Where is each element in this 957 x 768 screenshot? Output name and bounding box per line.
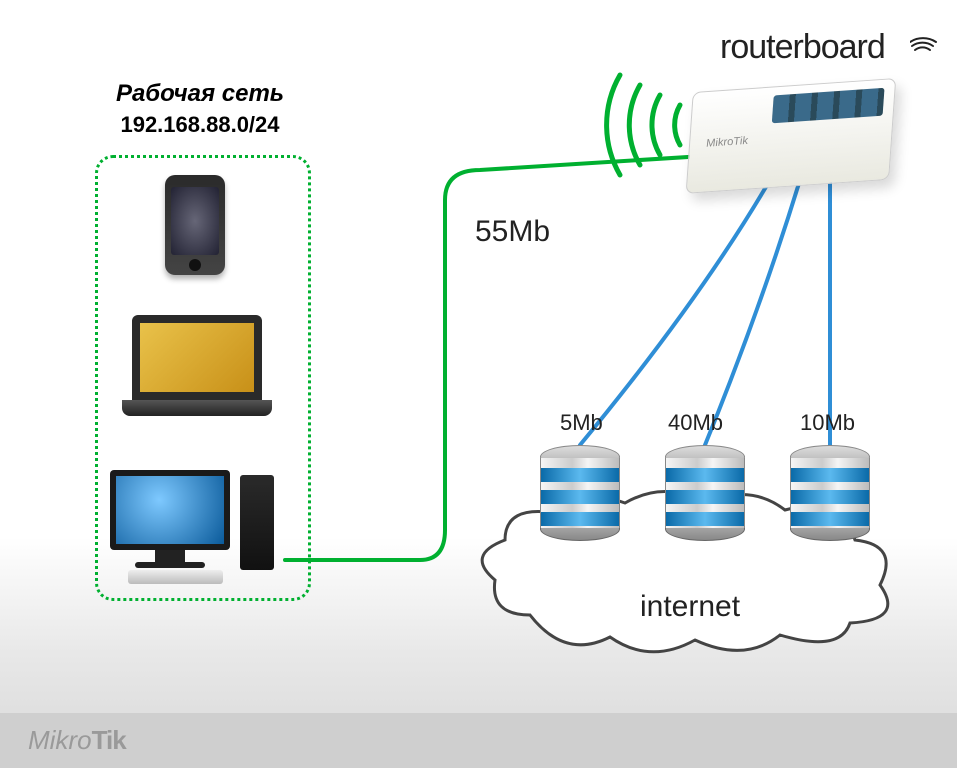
server-icon-1 [540,445,618,540]
smartphone-icon [165,175,225,275]
wifi-icon [607,75,680,175]
diagram-canvas: Рабочая сеть 192.168.88.0/24 [0,0,957,768]
wan-links [580,180,830,445]
mikrotik-logo: MikroTik [28,725,126,756]
lan-label-block: Рабочая сеть 192.168.88.0/24 [90,80,310,138]
desktop-pc-icon [110,470,290,590]
server-icon-3 [790,445,868,540]
wan-link-label-3: 10Mb [800,410,855,436]
trunk-bandwidth-label: 55Mb [475,215,550,249]
routerboard-brand-label: routerboard [720,28,885,67]
brand-pre: Mikro [28,725,92,755]
router-model-text: MikroTik [706,135,749,150]
routerboard-wifi-icon [910,30,940,56]
laptop-icon [122,315,272,425]
brand-bold: Tik [92,725,126,755]
lan-title: Рабочая сеть [90,80,310,108]
internet-label: internet [640,590,740,624]
server-icon-2 [665,445,743,540]
wan-link-label-1: 5Mb [560,410,603,436]
router-icon: MikroTik [686,78,895,192]
wan-link-label-2: 40Mb [668,410,723,436]
footer-bar: MikroTik [0,713,957,768]
lan-subnet: 192.168.88.0/24 [90,112,310,138]
